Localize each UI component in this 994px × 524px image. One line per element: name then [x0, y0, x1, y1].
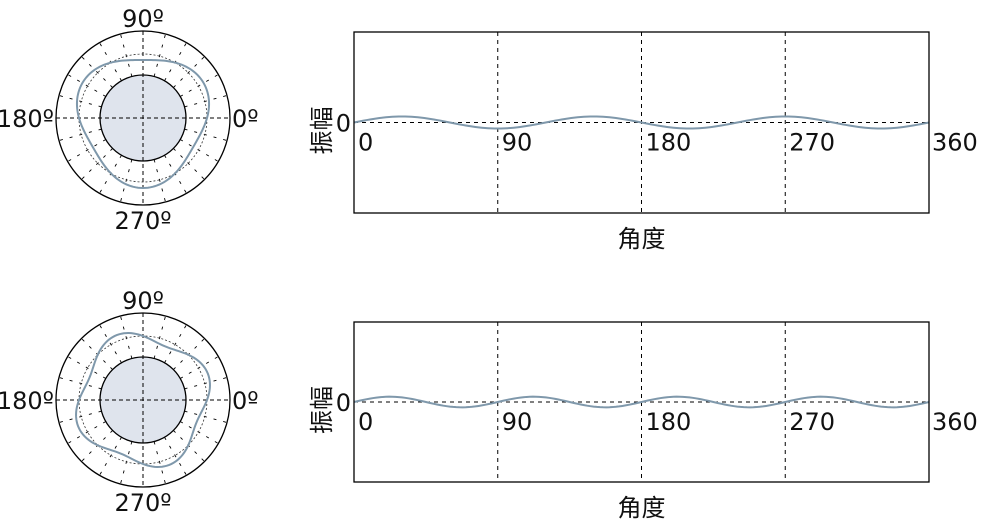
- x-tick-label: 180: [646, 408, 692, 436]
- x-tick-label: 180: [646, 129, 692, 157]
- radial-gridline: [58, 377, 102, 390]
- radial-gridline: [99, 324, 122, 363]
- radial-gridline: [173, 56, 205, 88]
- radial-gridline: [67, 421, 106, 444]
- radial-gridline: [184, 377, 228, 390]
- angle-label-180: 180º: [0, 105, 54, 133]
- radial-gridline: [153, 315, 166, 359]
- radial-gridline: [67, 74, 106, 97]
- x-axis-label: 角度: [618, 494, 666, 522]
- angle-label-0: 0º: [232, 105, 259, 133]
- radial-gridline: [81, 148, 113, 180]
- line-chart: 0 90 180 270 360 0 角度 振幅: [308, 321, 978, 522]
- x-tick-label: 360: [932, 129, 978, 157]
- x-tick-label: 0: [358, 129, 373, 157]
- radial-gridline: [184, 95, 228, 108]
- angle-label-270: 270º: [114, 489, 171, 517]
- polar-curve: [75, 59, 211, 190]
- radial-gridline: [81, 56, 113, 88]
- radial-gridline: [164, 437, 187, 476]
- radial-gridline: [99, 437, 122, 476]
- polar-chart: 0º 90º 180º 270º: [0, 287, 259, 517]
- radial-gridline: [180, 421, 219, 444]
- polar-curve: [75, 332, 211, 468]
- x-axis-label: 角度: [618, 225, 666, 253]
- series-line: [353, 115, 930, 130]
- x-tick-label: 360: [932, 408, 978, 436]
- radial-gridline: [120, 315, 133, 359]
- y-tick-label: 0: [336, 110, 351, 138]
- angle-label-270: 270º: [114, 207, 171, 235]
- plot-frame: [353, 321, 930, 483]
- x-tick-label: 90: [502, 408, 533, 436]
- radial-gridline: [58, 95, 102, 108]
- radial-gridline: [67, 356, 106, 379]
- radial-gridline: [184, 410, 228, 423]
- radial-gridline: [180, 356, 219, 379]
- radial-gridline: [58, 128, 102, 141]
- radial-gridline: [180, 139, 219, 162]
- x-tick-label: 270: [789, 129, 835, 157]
- radial-gridline: [153, 159, 166, 203]
- radial-gridline: [153, 441, 166, 485]
- radial-gridline: [173, 148, 205, 180]
- radial-gridline: [67, 139, 106, 162]
- radial-gridline: [153, 33, 166, 77]
- radial-gridline: [120, 441, 133, 485]
- radial-gridline: [164, 324, 187, 363]
- radial-gridline: [58, 410, 102, 423]
- angle-label-90: 90º: [122, 5, 164, 33]
- radial-gridline: [180, 74, 219, 97]
- y-tick-label: 0: [336, 389, 351, 417]
- polar-chart: 0º 90º 180º 270º: [0, 5, 259, 235]
- line-chart: 0 90 180 270 360 0 角度 振幅: [308, 31, 978, 253]
- radial-gridline: [120, 33, 133, 77]
- x-tick-label: 0: [358, 408, 373, 436]
- angle-label-90: 90º: [122, 287, 164, 315]
- angle-label-0: 0º: [232, 387, 259, 415]
- series-line: [353, 395, 930, 409]
- x-tick-label: 90: [502, 129, 533, 157]
- y-axis-label: 振幅: [308, 107, 336, 155]
- plot-frame: [353, 31, 930, 214]
- radial-gridline: [184, 128, 228, 141]
- angle-label-180: 180º: [0, 387, 54, 415]
- y-axis-label: 振幅: [308, 386, 336, 434]
- x-tick-label: 270: [789, 408, 835, 436]
- radial-gridline: [120, 159, 133, 203]
